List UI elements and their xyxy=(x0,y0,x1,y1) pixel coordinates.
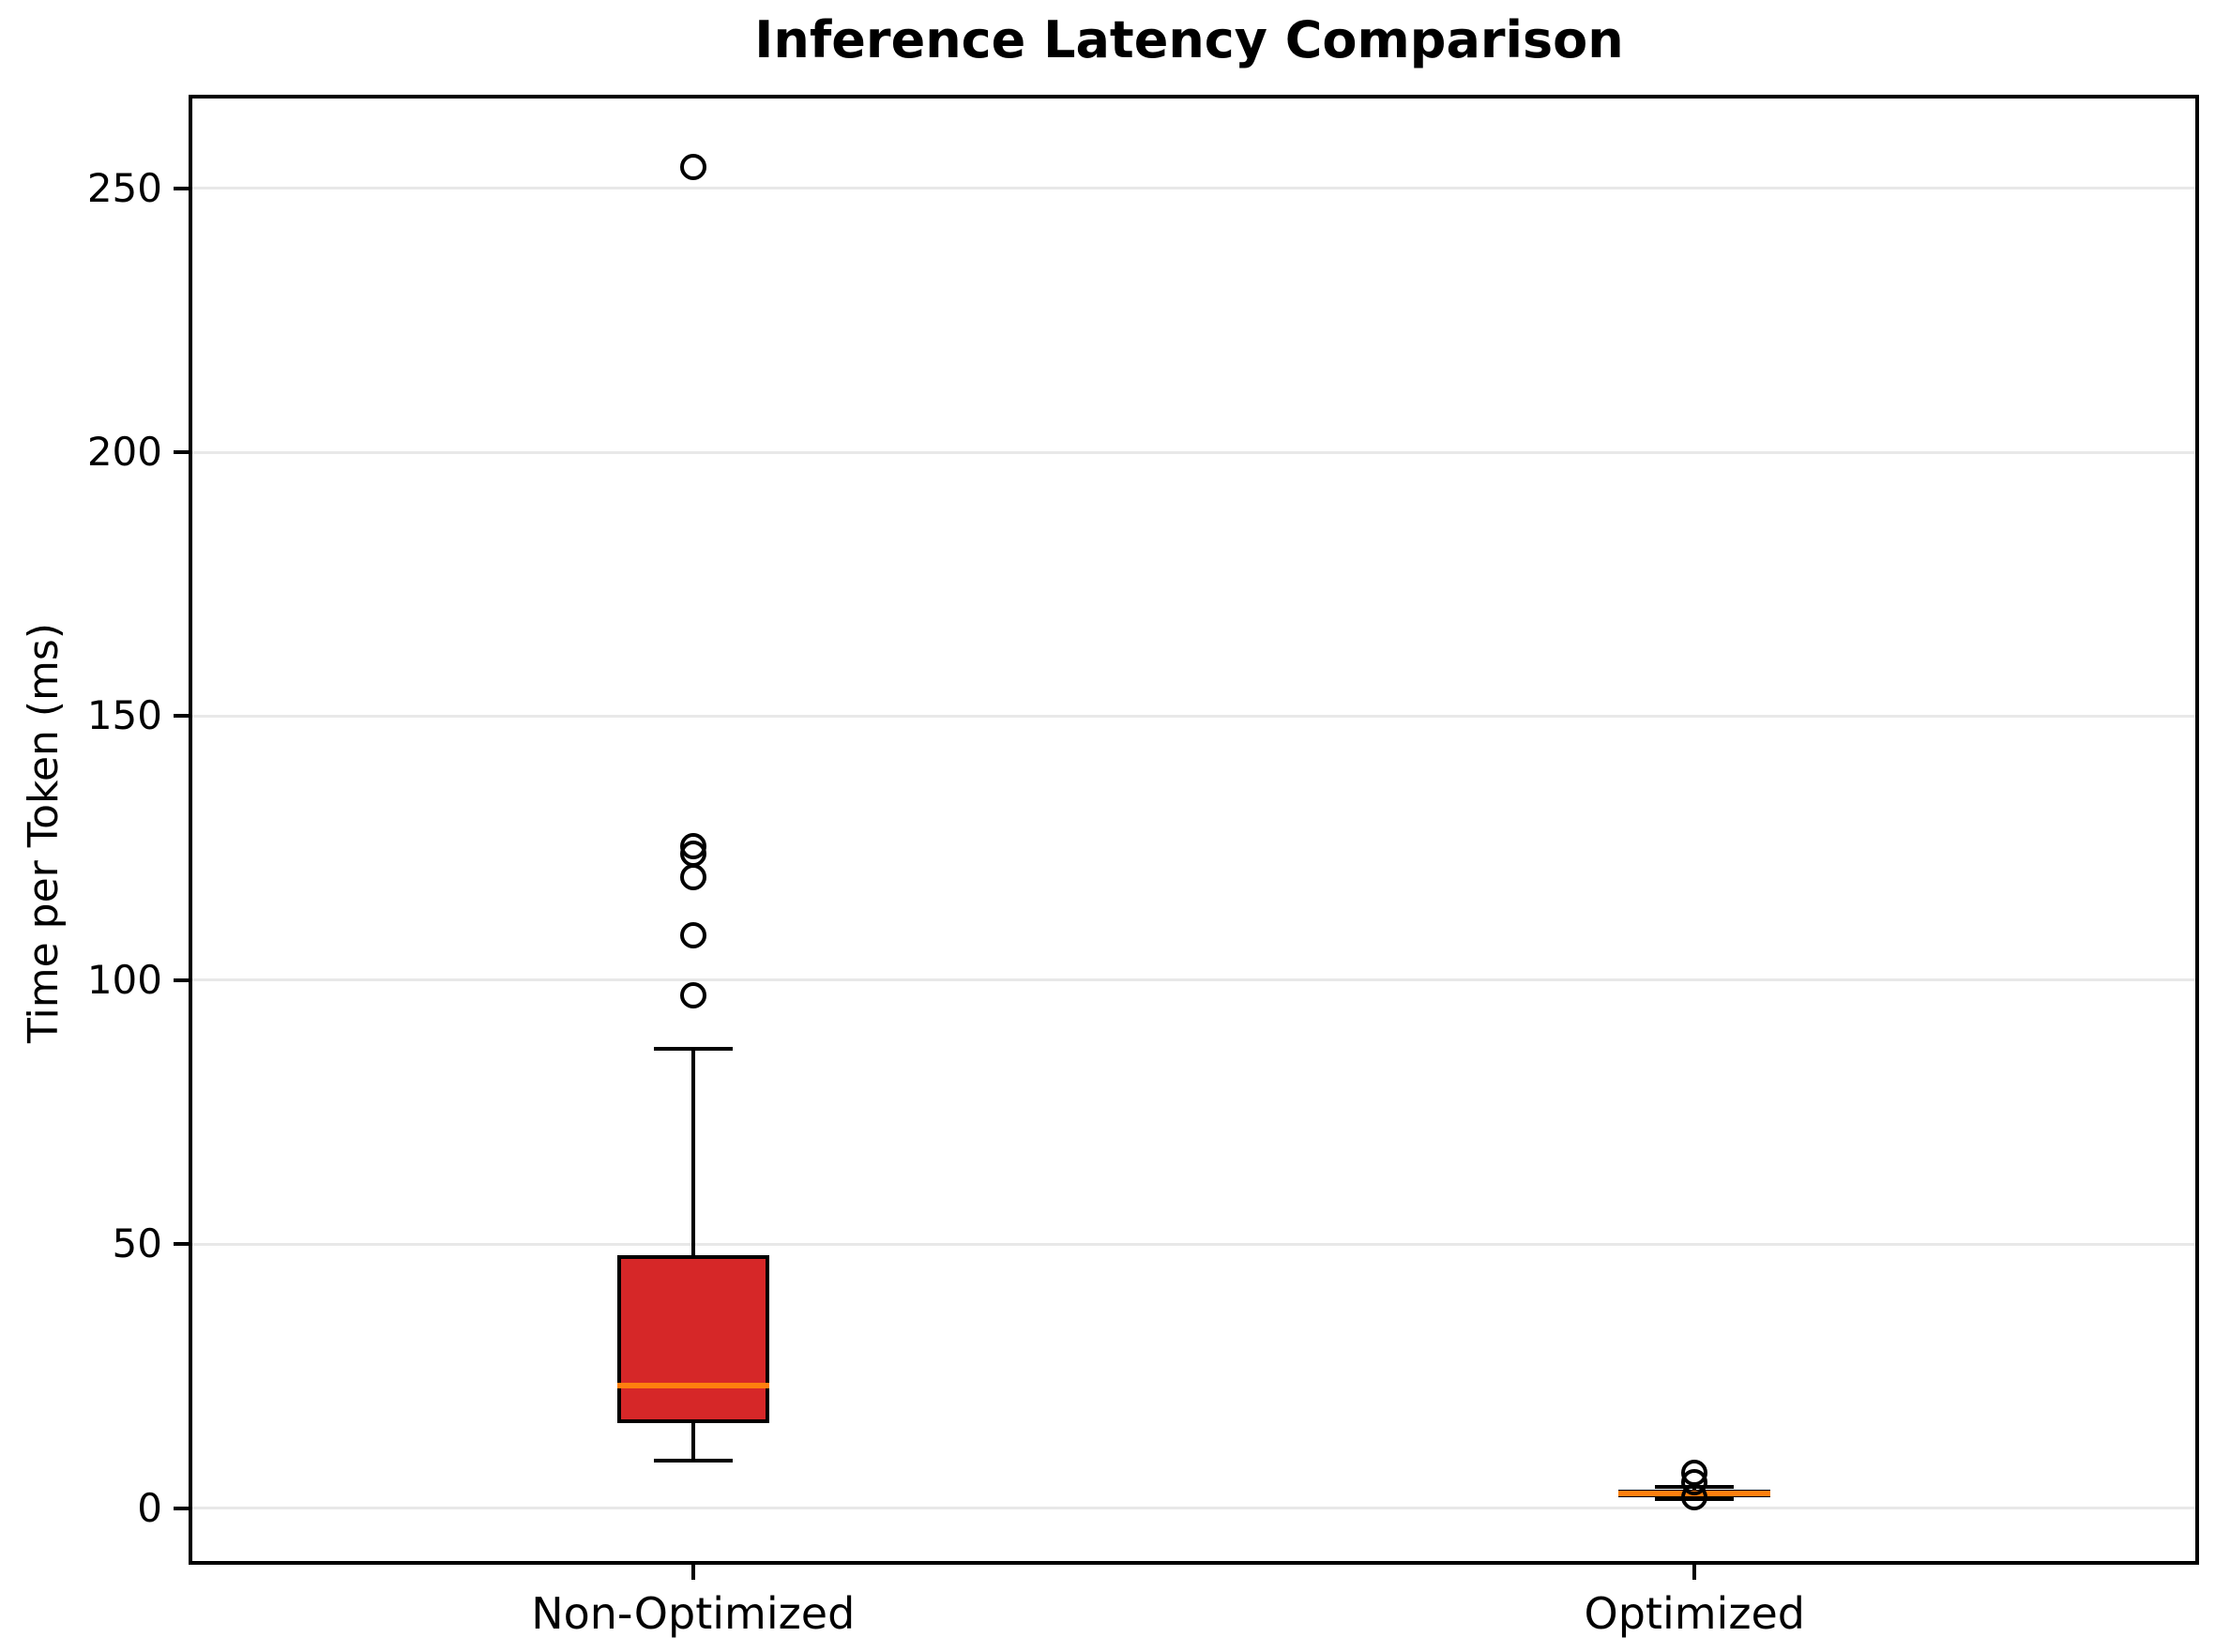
outlier-point xyxy=(679,832,706,859)
y-tick xyxy=(174,714,189,719)
y-tick xyxy=(174,186,189,190)
plot-area xyxy=(189,95,2199,1565)
gridline xyxy=(192,978,2195,982)
gridline xyxy=(192,450,2195,454)
y-tick-label: 0 xyxy=(137,1484,162,1531)
outlier-point xyxy=(679,982,706,1009)
whisker-cap-upper xyxy=(653,1047,733,1052)
outlier-point xyxy=(679,153,706,180)
gridline xyxy=(192,714,2195,718)
y-tick-label: 250 xyxy=(86,164,162,211)
outlier-point xyxy=(1681,1483,1708,1510)
y-tick-label: 100 xyxy=(86,956,162,1003)
x-tick xyxy=(1692,1565,1697,1580)
outlier-point xyxy=(679,921,706,948)
y-tick-label: 200 xyxy=(86,429,162,476)
box xyxy=(616,1254,769,1423)
y-tick xyxy=(174,978,189,982)
y-tick-label: 50 xyxy=(112,1220,162,1267)
outlier-point xyxy=(679,863,706,890)
x-tick xyxy=(690,1565,695,1580)
median-line xyxy=(616,1383,769,1389)
whisker-cap-lower xyxy=(653,1459,733,1463)
y-tick xyxy=(174,450,189,455)
x-tick-label: Optimized xyxy=(1584,1588,1805,1639)
x-tick-label: Non-Optimized xyxy=(531,1588,856,1639)
gridline xyxy=(192,1242,2195,1246)
whisker-upper xyxy=(690,1049,695,1255)
gridline xyxy=(192,187,2195,190)
y-tick-label: 150 xyxy=(86,692,162,739)
chart-title: Inference Latency Comparison xyxy=(754,10,1624,69)
y-tick xyxy=(174,1506,189,1510)
y-tick xyxy=(174,1242,189,1247)
whisker-lower xyxy=(690,1422,695,1462)
gridline xyxy=(192,1507,2195,1510)
